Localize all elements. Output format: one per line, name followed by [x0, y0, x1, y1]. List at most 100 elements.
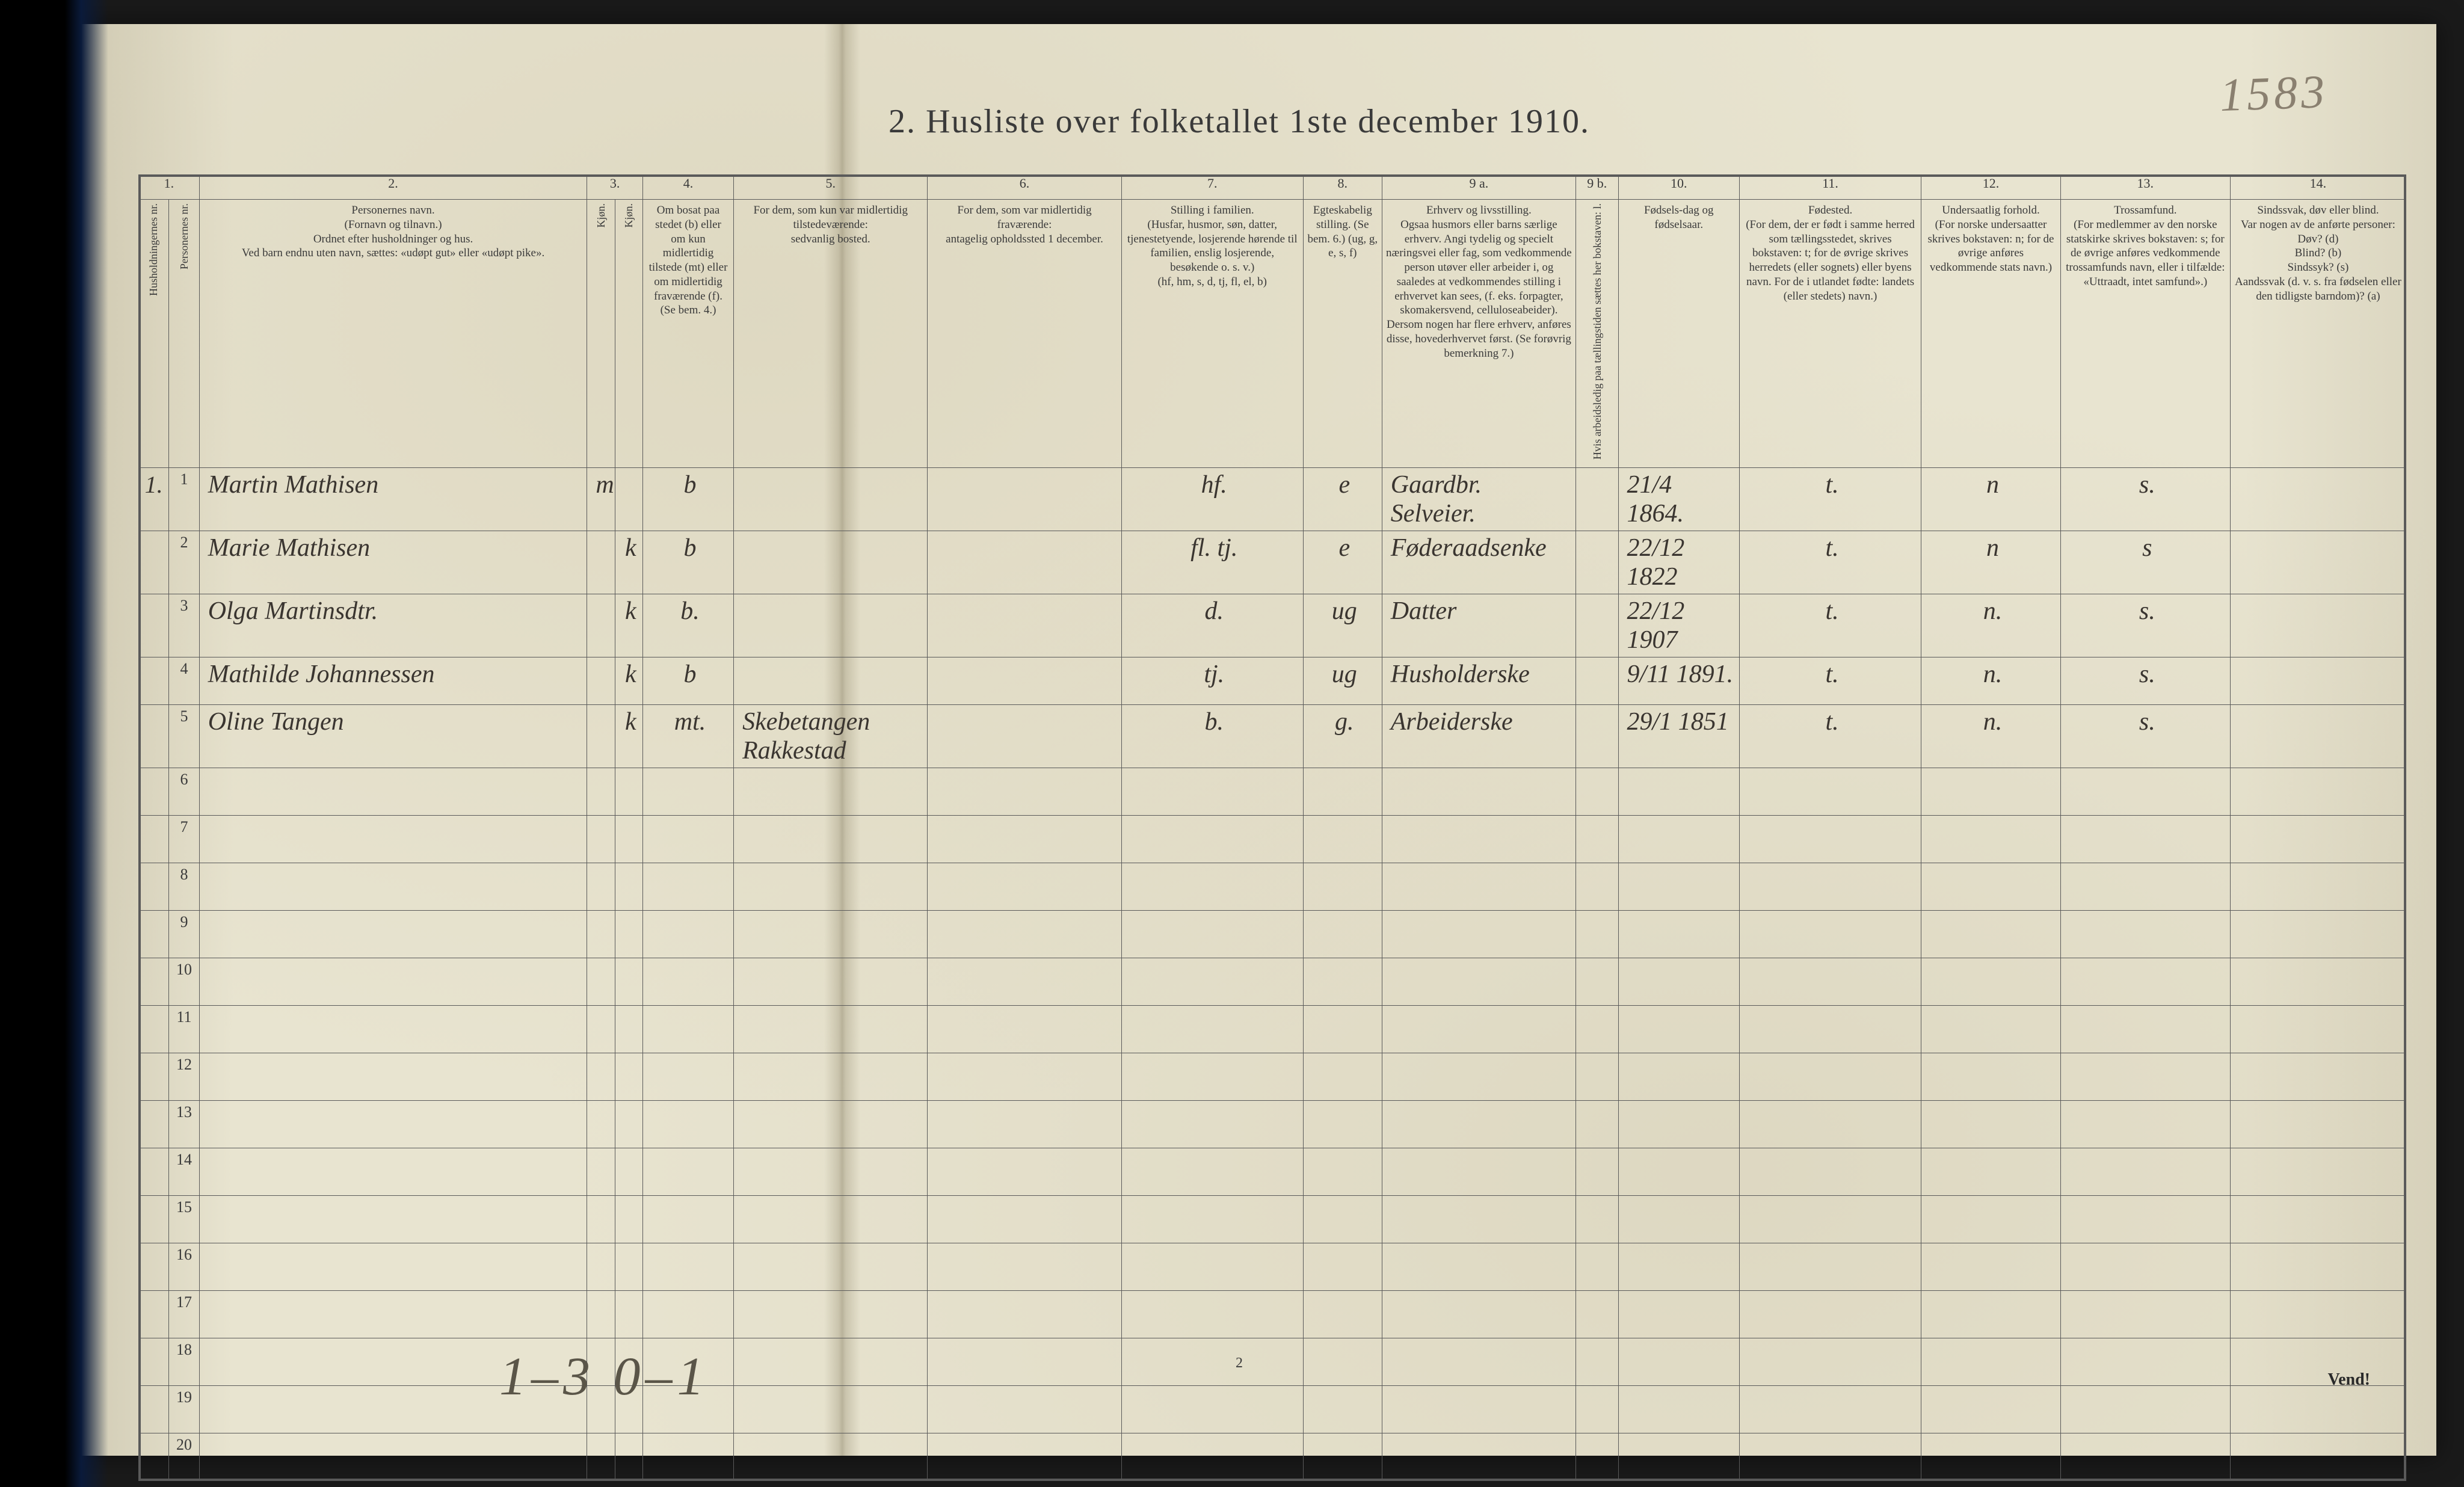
cell-l — [1576, 910, 1619, 958]
column-heading: For dem, som kun var midlertidig tilsted… — [734, 200, 928, 468]
cell-pn: 16 — [169, 1243, 199, 1290]
cell-pn: 10 — [169, 958, 199, 1005]
cell-dob — [1618, 1005, 1739, 1053]
cell-hh — [139, 863, 169, 910]
cell-faith — [2060, 1195, 2230, 1243]
cell-birthplace: t. — [1739, 657, 1921, 704]
table-row: 4Mathilde Johannessenkbtj.ugHusholderske… — [139, 657, 2406, 704]
cell-dob — [1618, 768, 1739, 815]
cell-l — [1576, 1053, 1619, 1100]
cell-hh — [139, 1338, 169, 1385]
cell-nat — [1921, 1005, 2061, 1053]
cell-hh — [139, 1243, 169, 1290]
cell-dob — [1618, 863, 1739, 910]
footer-handwritten-tally: 1–3 0–1 — [499, 1346, 709, 1408]
cell-civ — [1303, 958, 1382, 1005]
column-heading: Erhverv og livsstilling.Ogsaa husmors el… — [1382, 200, 1575, 468]
cell-usual — [734, 594, 928, 657]
cell-faith — [2060, 1005, 2230, 1053]
scanned-page: 1583 2. Husliste over folketallet 1ste d… — [42, 24, 2436, 1456]
cell-dob — [1618, 910, 1739, 958]
cell-dob — [1618, 1195, 1739, 1243]
cell-dis — [2230, 1195, 2406, 1243]
cell-dob: 21/4 1864. — [1618, 467, 1739, 531]
cell-absent — [928, 1290, 1121, 1338]
cell-usual — [734, 1005, 928, 1053]
cell-absent — [928, 1100, 1121, 1148]
cell-k: k — [615, 657, 642, 704]
cell-absent — [928, 1148, 1121, 1195]
cell-pn: 11 — [169, 1005, 199, 1053]
cell-absent — [928, 467, 1121, 531]
cell-fam — [1121, 1243, 1303, 1290]
cell-dob — [1618, 958, 1739, 1005]
cell-occ — [1382, 1290, 1575, 1338]
cell-absent — [928, 768, 1121, 815]
cell-pn: 12 — [169, 1053, 199, 1100]
cell-hh — [139, 657, 169, 704]
cell-faith — [2060, 863, 2230, 910]
cell-civ — [1303, 1385, 1382, 1433]
cell-faith — [2060, 1243, 2230, 1290]
cell-dob: 22/12 1907 — [1618, 594, 1739, 657]
cell-m — [587, 768, 615, 815]
cell-pn: 20 — [169, 1433, 199, 1480]
cell-usual — [734, 1100, 928, 1148]
cell-name — [199, 1243, 587, 1290]
cell-dob — [1618, 1338, 1739, 1385]
cell-fam — [1121, 863, 1303, 910]
cell-name: Mathilde Johannessen — [199, 657, 587, 704]
cell-civ — [1303, 1195, 1382, 1243]
cell-l — [1576, 594, 1619, 657]
cell-dis — [2230, 1290, 2406, 1338]
cell-dis — [2230, 1148, 2406, 1195]
cell-m — [587, 1148, 615, 1195]
cell-m — [587, 1433, 615, 1480]
cell-l — [1576, 1385, 1619, 1433]
table-row: 1.1Martin Mathisenmbhf.eGaardbr. Selveie… — [139, 467, 2406, 531]
cell-m — [587, 1053, 615, 1100]
handwritten-page-number: 1583 — [2219, 64, 2329, 122]
cell-fam — [1121, 768, 1303, 815]
column-number: 7. — [1121, 175, 1303, 200]
column-number: 6. — [928, 175, 1121, 200]
cell-birthplace — [1739, 910, 1921, 958]
cell-dis — [2230, 958, 2406, 1005]
cell-absent — [928, 657, 1121, 704]
cell-occ: Husholderske — [1382, 657, 1575, 704]
cell-pn: 1 — [169, 467, 199, 531]
cell-fam: fl. tj. — [1121, 531, 1303, 594]
column-number: 2. — [199, 175, 587, 200]
cell-birthplace — [1739, 1338, 1921, 1385]
table-row: 2Marie Mathisenkbfl. tj.eFøderaadsenke22… — [139, 531, 2406, 594]
column-heading: Personernes navn.(Fornavn og tilnavn.)Or… — [199, 200, 587, 468]
cell-k — [615, 467, 642, 531]
column-heading: Stilling i familien.(Husfar, husmor, søn… — [1121, 200, 1303, 468]
cell-m — [587, 815, 615, 863]
cell-dob: 22/12 1822 — [1618, 531, 1739, 594]
table-row: 10 — [139, 958, 2406, 1005]
cell-birthplace — [1739, 1148, 1921, 1195]
cell-dis — [2230, 657, 2406, 704]
document-title: 2. Husliste over folketallet 1ste decemb… — [889, 102, 1590, 141]
column-heading: For dem, som var midlertidig fraværende:… — [928, 200, 1121, 468]
cell-k — [615, 958, 642, 1005]
cell-pn: 17 — [169, 1290, 199, 1338]
cell-hh — [139, 594, 169, 657]
cell-m — [587, 704, 615, 768]
cell-fam — [1121, 1290, 1303, 1338]
cell-birthplace: t. — [1739, 704, 1921, 768]
cell-res — [642, 768, 733, 815]
cell-fam — [1121, 1005, 1303, 1053]
cell-l — [1576, 863, 1619, 910]
cell-usual — [734, 1195, 928, 1243]
table-row: 12 — [139, 1053, 2406, 1100]
cell-name: Martin Mathisen — [199, 467, 587, 531]
cell-usual — [734, 1148, 928, 1195]
cell-occ: Datter — [1382, 594, 1575, 657]
cell-birthplace — [1739, 958, 1921, 1005]
table-row: 15 — [139, 1195, 2406, 1243]
cell-birthplace — [1739, 768, 1921, 815]
cell-hh — [139, 1100, 169, 1148]
cell-fam — [1121, 815, 1303, 863]
